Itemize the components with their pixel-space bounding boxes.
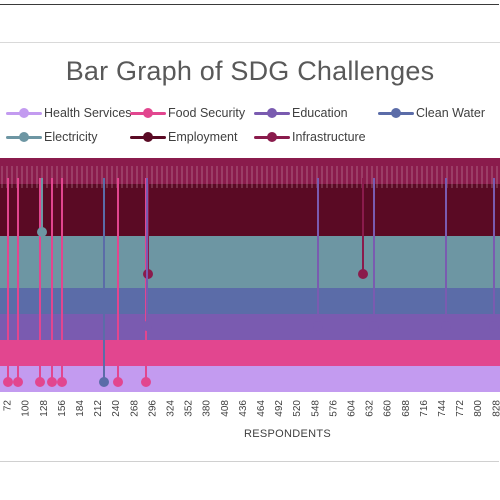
legend-item-education[interactable]: Education xyxy=(254,104,348,122)
data-point-marker xyxy=(13,377,23,387)
x-tick-label: 100 xyxy=(21,400,32,417)
x-tick-label: 576 xyxy=(328,400,339,417)
legend-label: Health Services xyxy=(44,106,132,120)
x-tick-label: 716 xyxy=(419,400,430,417)
legend-label: Infrastructure xyxy=(292,130,366,144)
x-tick-label: 772 xyxy=(455,400,466,417)
legend-swatch-education xyxy=(254,108,290,118)
x-tick-label: 632 xyxy=(365,400,376,417)
data-point-marker xyxy=(489,321,499,331)
series-band-clean-water xyxy=(0,288,500,314)
x-tick-label: 72 xyxy=(3,400,14,412)
x-tick-label: 240 xyxy=(111,400,122,417)
legend-label: Food Security xyxy=(168,106,246,120)
data-point-marker xyxy=(113,377,123,387)
series-band-health-services xyxy=(0,366,500,392)
legend-item-clean-water[interactable]: Clean Water xyxy=(378,104,485,122)
x-tick-label: 268 xyxy=(129,400,140,417)
x-tick-label: 128 xyxy=(39,400,50,417)
x-tick-label: 604 xyxy=(347,400,358,417)
chart-card xyxy=(0,42,500,463)
x-tick-label: 660 xyxy=(383,400,394,417)
x-tick-label: 156 xyxy=(57,400,68,417)
data-point-marker xyxy=(35,377,45,387)
legend-label: Education xyxy=(292,106,348,120)
series-band-food-security xyxy=(0,340,500,366)
x-tick-label: 744 xyxy=(437,400,448,417)
data-point-marker xyxy=(141,377,151,387)
data-point-marker xyxy=(57,377,67,387)
data-point-marker xyxy=(99,377,109,387)
data-point-marker xyxy=(3,377,13,387)
x-tick-label: 464 xyxy=(256,400,267,417)
series-band-infrastructure xyxy=(0,158,500,184)
legend-item-electricity[interactable]: Electricity xyxy=(6,128,97,146)
legend-swatch-electricity xyxy=(6,132,42,142)
x-tick-label: 324 xyxy=(166,400,177,417)
data-point-marker xyxy=(313,321,323,331)
legend-label: Clean Water xyxy=(416,106,486,120)
legend-swatch-health-services xyxy=(6,108,42,118)
chart-legend: Health Services Food Security Education … xyxy=(0,104,500,150)
x-tick-label: 492 xyxy=(274,400,285,417)
x-tick-label: 520 xyxy=(292,400,303,417)
legend-item-health-services[interactable]: Health Services xyxy=(6,104,132,122)
series-band-electricity xyxy=(0,236,500,288)
x-tick-label: 408 xyxy=(220,400,231,417)
legend-swatch-infrastructure xyxy=(254,132,290,142)
data-point-marker xyxy=(37,227,47,237)
x-tick-label: 352 xyxy=(184,400,195,417)
data-point-marker xyxy=(358,269,368,279)
x-tick-label: 184 xyxy=(75,400,86,417)
data-point-marker xyxy=(441,321,451,331)
x-tick-label: 828 xyxy=(491,400,500,417)
x-tick-label: 548 xyxy=(310,400,321,417)
chart-title: Bar Graph of SDG Challenges xyxy=(65,56,435,86)
legend-swatch-employment xyxy=(130,132,166,142)
series-band-employment xyxy=(0,184,500,236)
legend-swatch-food-security xyxy=(130,108,166,118)
legend-label: Electricity xyxy=(44,130,98,144)
x-tick-label: 800 xyxy=(473,400,484,417)
x-tick-label: 688 xyxy=(401,400,412,417)
data-point-marker xyxy=(142,321,152,331)
legend-swatch-clean-water xyxy=(378,108,414,118)
x-tick-label: 212 xyxy=(93,400,104,417)
legend-label: Employment xyxy=(168,130,238,144)
legend-item-employment[interactable]: Employment xyxy=(130,128,237,146)
data-point-marker xyxy=(47,377,57,387)
series-band-education xyxy=(0,314,500,340)
x-tick-label: 296 xyxy=(147,400,158,417)
x-axis-label: RESPONDENTS xyxy=(243,428,332,440)
legend-item-infrastructure[interactable]: Infrastructure xyxy=(254,128,366,146)
x-tick-label: 380 xyxy=(202,400,213,417)
x-tick-label: 436 xyxy=(238,400,249,417)
legend-item-food-security[interactable]: Food Security xyxy=(130,104,245,122)
data-point-marker xyxy=(369,321,379,331)
